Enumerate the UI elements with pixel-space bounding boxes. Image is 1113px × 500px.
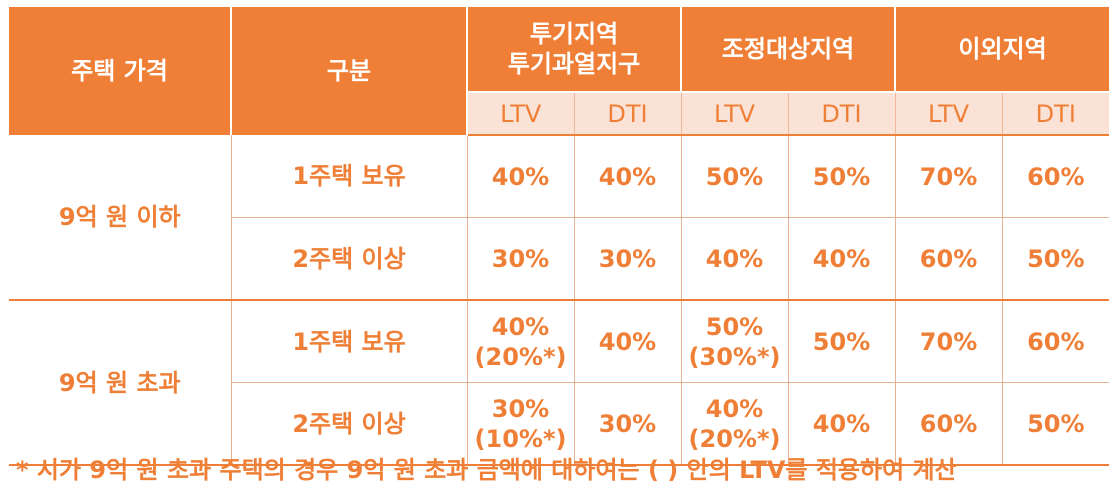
value-cell: 50%	[1002, 217, 1110, 301]
value-text: 50%	[1027, 244, 1085, 273]
value-text: 50%	[1027, 409, 1085, 438]
value-text: 40%	[598, 327, 657, 356]
value-cell: 50%	[788, 300, 896, 383]
value-text: 40%	[705, 394, 764, 423]
value-text: 40%	[812, 244, 871, 273]
header-region-line: 투기과열지구	[507, 50, 641, 78]
value-cell: 40%	[681, 217, 789, 301]
value-cell: 40%	[788, 217, 896, 301]
sub-header-dti: DTI	[788, 92, 896, 136]
table-row: 2주택 이상 30% (10%*) 30% 40% (20%*) 40% 60% 50%	[9, 382, 1110, 466]
type-cell: 1주택 보유	[231, 135, 468, 218]
value-cell: 50%	[788, 135, 896, 218]
value-text: (20%*)	[688, 424, 781, 453]
type-cell: 2주택 이상	[231, 217, 468, 301]
table-body: 9억 원 이하 1주택 보유 40% 40% 50% 50% 70% 60% 2주택 이상 30%…	[9, 135, 1110, 466]
value-text: 30%	[491, 394, 550, 423]
header-region-adjustment: 조정대상지역	[681, 7, 897, 93]
value-cell: 60%	[1002, 135, 1110, 218]
price-cell: 9억 원 이하	[9, 135, 232, 301]
value-cell: 30%	[467, 217, 575, 301]
value-text: 50%	[705, 312, 764, 341]
type-cell: 2주택 이상	[231, 382, 468, 466]
sub-header-dti: DTI	[574, 92, 682, 136]
value-text: 50%	[812, 162, 871, 191]
value-text: 30%	[598, 409, 657, 438]
header-region-line: 조정대상지역	[721, 35, 855, 63]
value-text: 70%	[919, 327, 978, 356]
value-cell: 40% (20%*)	[467, 300, 575, 383]
sub-header-ltv: LTV	[467, 92, 575, 136]
value-text: 50%	[812, 327, 871, 356]
value-cell: 30%	[574, 382, 682, 466]
value-cell: 50% (30%*)	[681, 300, 789, 383]
header-row: 주택 가격 구분 투기지역 투기과열지구 조정대상지역 이외지역	[9, 7, 1110, 135]
value-cell: 70%	[895, 135, 1003, 218]
value-text: 60%	[1027, 162, 1085, 191]
value-text: (30%*)	[688, 342, 781, 371]
table-row: 2주택 이상 30% 30% 40% 40% 60% 50%	[9, 217, 1110, 301]
value-text: 70%	[919, 162, 978, 191]
table-row: 9억 원 이하 1주택 보유 40% 40% 50% 50% 70% 60%	[9, 135, 1110, 301]
header-region-other: 이외지역	[895, 7, 1110, 93]
value-cell: 40% (20%*)	[681, 382, 789, 466]
value-text: 40%	[598, 162, 657, 191]
value-text: 30%	[598, 244, 657, 273]
value-text: (20%*)	[474, 342, 567, 371]
sub-header-row: LTV DTI LTV DTI LTV DTI	[9, 92, 1110, 136]
header-region-line: 투기지역	[529, 20, 619, 48]
header-region-line: 이외지역	[958, 35, 1047, 63]
value-cell: 30%	[574, 217, 682, 301]
footnote: * 시가 9억 원 초과 주택의 경우 9억 원 초과 금액에 대하여는 ( )…	[16, 456, 957, 484]
value-cell: 60%	[1002, 300, 1110, 383]
value-cell: 60%	[895, 382, 1003, 466]
value-cell: 30% (10%*)	[467, 382, 575, 466]
value-text: 60%	[919, 244, 978, 273]
value-cell: 50%	[1002, 382, 1110, 466]
table-row: 9억 원 초과 1주택 보유 40% (20%*) 40% 50% (30%*) 50% 70%…	[9, 300, 1110, 466]
header-price: 주택 가격	[9, 7, 232, 135]
value-cell: 40%	[788, 382, 896, 466]
value-text: 40%	[491, 312, 550, 341]
value-cell: 50%	[681, 135, 789, 218]
value-cell: 70%	[895, 300, 1003, 383]
ltv-dti-table: 주택 가격 구분 투기지역 투기과열지구 조정대상지역 이외지역 LTV DTI…	[9, 7, 1110, 466]
header-region-speculation: 투기지역 투기과열지구	[467, 7, 683, 93]
sub-header-dti: DTI	[1002, 92, 1110, 136]
value-text: 40%	[491, 162, 550, 191]
sub-header-ltv: LTV	[681, 92, 789, 136]
value-text: 60%	[1027, 327, 1085, 356]
value-text: 40%	[705, 244, 764, 273]
value-text: 30%	[491, 244, 550, 273]
value-text: 60%	[919, 409, 978, 438]
header-type: 구분	[231, 7, 468, 135]
type-cell: 1주택 보유	[231, 300, 468, 383]
value-text: 40%	[812, 409, 871, 438]
value-text: 50%	[705, 162, 764, 191]
value-cell: 40%	[574, 300, 682, 383]
value-text: (10%*)	[474, 424, 567, 453]
value-cell: 40%	[574, 135, 682, 218]
value-cell: 60%	[895, 217, 1003, 301]
value-cell: 40%	[467, 135, 575, 218]
price-cell: 9억 원 초과	[9, 300, 232, 466]
sub-header-ltv: LTV	[895, 92, 1003, 136]
